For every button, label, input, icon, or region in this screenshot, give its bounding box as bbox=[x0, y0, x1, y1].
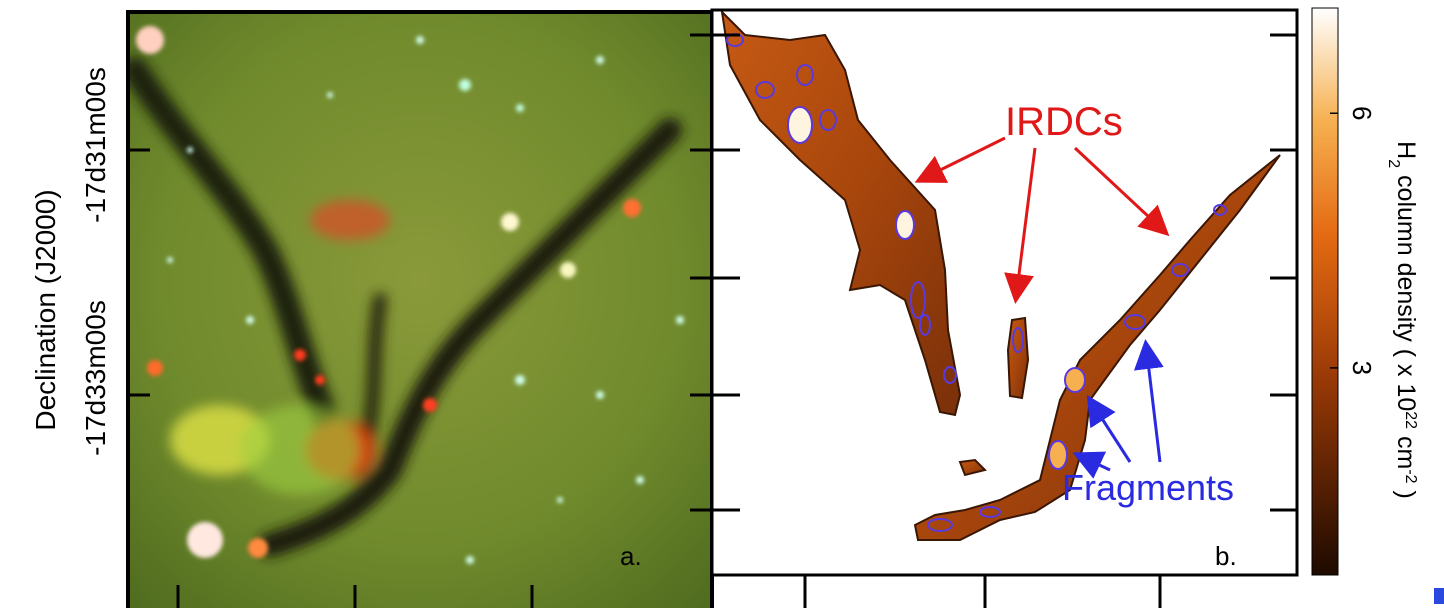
colorbar-tick-label: 3 bbox=[1347, 361, 1377, 375]
label-part: column density ( x 10 bbox=[1392, 168, 1420, 411]
label-part: ) bbox=[1392, 484, 1420, 499]
figure: Declination (J2000) -17d31m00s -17d33m00… bbox=[0, 0, 1444, 608]
label-part: cm bbox=[1392, 429, 1420, 469]
annotation: IRDCs bbox=[1005, 100, 1123, 144]
label-part: 2 bbox=[1386, 159, 1403, 168]
colorbar-label: H2 column density ( x 1022 cm-2 ) bbox=[1386, 141, 1421, 499]
annotation: Fragments bbox=[1062, 467, 1234, 508]
colorbar-tick-label: 6 bbox=[1347, 106, 1377, 120]
label-part: 22 bbox=[1403, 411, 1420, 429]
label-part: H bbox=[1392, 141, 1420, 159]
corner-mark bbox=[1434, 588, 1444, 604]
infrared-image bbox=[128, 12, 712, 608]
colorbar bbox=[1312, 8, 1338, 575]
label-part: -2 bbox=[1403, 469, 1420, 483]
y-axis-label: Declination (J2000) bbox=[30, 189, 61, 430]
y-tick-label: -17d33m00s bbox=[80, 300, 111, 456]
panel-label: a. bbox=[620, 541, 642, 571]
panel-label: b. bbox=[1215, 541, 1237, 571]
y-tick-label: -17d31m00s bbox=[80, 67, 111, 223]
